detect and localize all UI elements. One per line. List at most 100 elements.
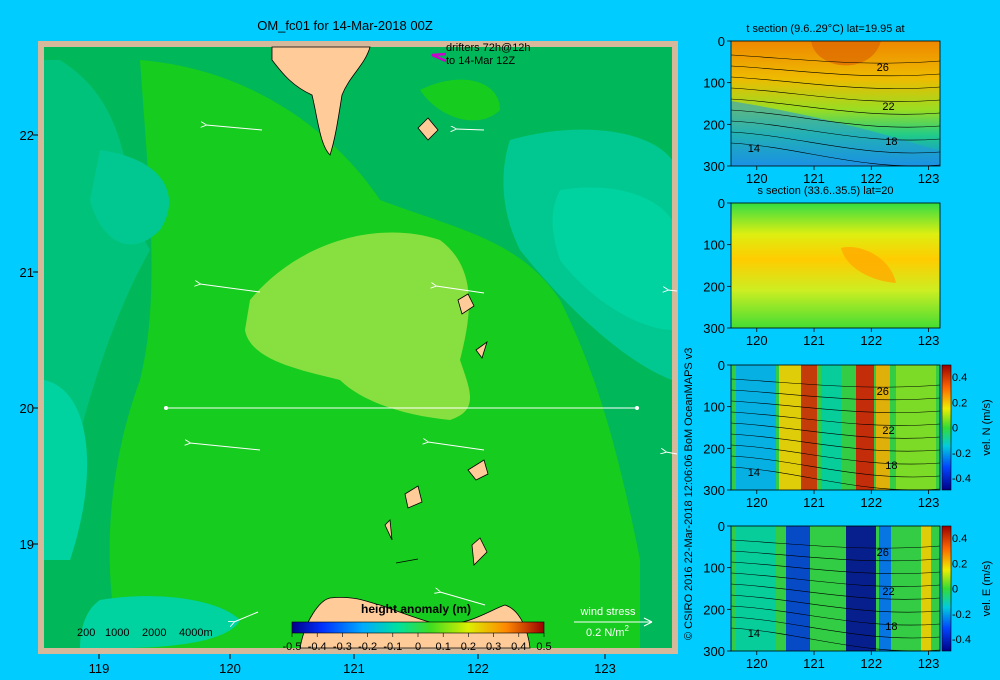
island-orchid — [417, 117, 439, 141]
colorbar-tick-label: 0.1 — [436, 641, 451, 653]
velocity-tick: -0.4 — [952, 473, 971, 485]
panel-frame — [730, 40, 941, 167]
taiwan-coast — [271, 46, 371, 156]
lon-tick: 123 — [918, 495, 940, 510]
lat-tick: 20 — [20, 401, 34, 416]
tick-marks — [33, 134, 606, 659]
drifter-note-line2: to 14-Mar 12Z — [446, 55, 515, 67]
isotherm — [730, 422, 941, 439]
colorbar-tick-label: -0.5 — [283, 641, 302, 653]
depth-tick: 300 — [703, 159, 725, 174]
depth-tick: 100 — [703, 561, 725, 576]
isotherm — [730, 131, 941, 154]
contour-label: 26 — [877, 547, 889, 559]
drifter-marker-icon — [431, 52, 447, 63]
lat-tick: 22 — [20, 128, 34, 143]
velocity-tick: -0.2 — [952, 609, 971, 621]
velocity-colorbar-label: vel. N (m/s) — [981, 399, 993, 455]
depth-tick: 0 — [718, 196, 725, 211]
depth-tick: 200 — [703, 441, 725, 456]
depth-tick: 0 — [718, 519, 725, 534]
wind-stress-label: wind stress — [579, 606, 636, 618]
depth-tick: 200 — [703, 602, 725, 617]
colorbar-tick-label: 0.4 — [511, 641, 526, 653]
velocity-colorbar — [941, 525, 952, 652]
isotherm — [730, 411, 941, 426]
depth-tick: 100 — [703, 76, 725, 91]
isotherm — [730, 455, 941, 478]
isotherm — [730, 76, 941, 89]
isotherm — [730, 539, 941, 549]
lon-tick: 121 — [803, 333, 825, 348]
depth-1000: 1000 — [105, 627, 129, 639]
velocity-tick: 0.4 — [952, 533, 967, 545]
isotherm — [730, 594, 941, 613]
lon-tick: 120 — [746, 656, 768, 671]
velocity-tick: 0.2 — [952, 397, 967, 409]
contour-label: 26 — [877, 62, 889, 74]
isotherm — [730, 572, 941, 587]
depth-tick: 0 — [718, 34, 725, 49]
lon-tick: 122 — [467, 661, 489, 676]
lon-tick: 121 — [803, 171, 825, 186]
lon-tick: 123 — [918, 333, 940, 348]
lon-tick: 121 — [803, 495, 825, 510]
map-title: OM_fc01 for 14-Mar-2018 00Z — [257, 18, 433, 33]
wind-stress-scale: 0.2 N/m2 — [586, 624, 630, 639]
lon-tick: 122 — [860, 495, 882, 510]
island-camiguin — [384, 519, 393, 541]
isotherm — [730, 616, 941, 639]
isotherm — [730, 120, 941, 141]
lat-axis: 22 21 20 19 — [20, 128, 34, 552]
isotherm — [730, 109, 941, 128]
depth-tick: 300 — [703, 321, 725, 336]
section-panel-1: 26 22 18 14 t section (9.6..29°C) lat=19.95 … — [703, 23, 941, 186]
lat-tick: 19 — [20, 537, 34, 552]
lon-axis: 119 120 121 122 123 — [89, 661, 616, 676]
colorbar-tick-label: 0.3 — [486, 641, 501, 653]
depth-tick: 0 — [718, 358, 725, 373]
depth-tick: 300 — [703, 483, 725, 498]
height-anomaly-colorbar: height anomaly (m) -0.5 -0.4 -0.3 -0.2 -0.1 0… — [283, 602, 552, 653]
depth-legend: 200 1000 2000 4000m — [77, 627, 213, 639]
lon-tick: 123 — [918, 656, 940, 671]
lon-tick: 123 — [918, 171, 940, 186]
section-panel-4: 26 22 18 14 0 100 200 300 120 121 122 123 0.4 0.2 0 -0.… — [703, 519, 993, 671]
depth-tick: 100 — [703, 400, 725, 415]
velocity-tick: 0.2 — [952, 558, 967, 570]
contour-label: 26 — [877, 386, 889, 398]
island-batan — [457, 293, 475, 315]
isotherm — [730, 433, 941, 452]
panel-frame — [730, 202, 941, 329]
section-line — [164, 406, 639, 410]
isotherm — [730, 54, 941, 64]
island-babuyan — [467, 459, 489, 481]
colorbar-tick-label: -0.3 — [333, 641, 352, 653]
panel-frame — [730, 364, 941, 491]
map-field — [44, 47, 672, 648]
contour-label: 18 — [885, 460, 897, 472]
contour-label: 14 — [748, 467, 760, 479]
colorbar-tick-label: 0.5 — [536, 641, 551, 653]
lon-tick: 120 — [746, 495, 768, 510]
lon-tick: 122 — [860, 656, 882, 671]
lon-tick: 122 — [860, 333, 882, 348]
isotherm — [730, 378, 941, 388]
island-calayan — [404, 485, 423, 509]
colorbar-tick-label: -0.1 — [383, 641, 402, 653]
salinity-field — [731, 203, 940, 328]
panel-title: t section (9.6..29°C) lat=19.95 at — [746, 23, 904, 35]
isotherm — [730, 389, 941, 401]
contour-label: 18 — [885, 621, 897, 633]
colorbar-tick-label: 0 — [415, 641, 421, 653]
lon-tick: 120 — [219, 661, 241, 676]
velocity-tick: 0 — [952, 423, 958, 435]
contour-label: 22 — [882, 101, 894, 113]
lon-tick: 123 — [594, 661, 616, 676]
colorbar-tick-label: -0.4 — [308, 641, 327, 653]
isotherm — [730, 444, 941, 465]
island-fuga — [471, 537, 488, 566]
depth-4000: 4000m — [179, 627, 213, 639]
copyright: © CSIRO 2016 22-Mar-2018 12:06:06 BoM Oc… — [683, 348, 695, 640]
